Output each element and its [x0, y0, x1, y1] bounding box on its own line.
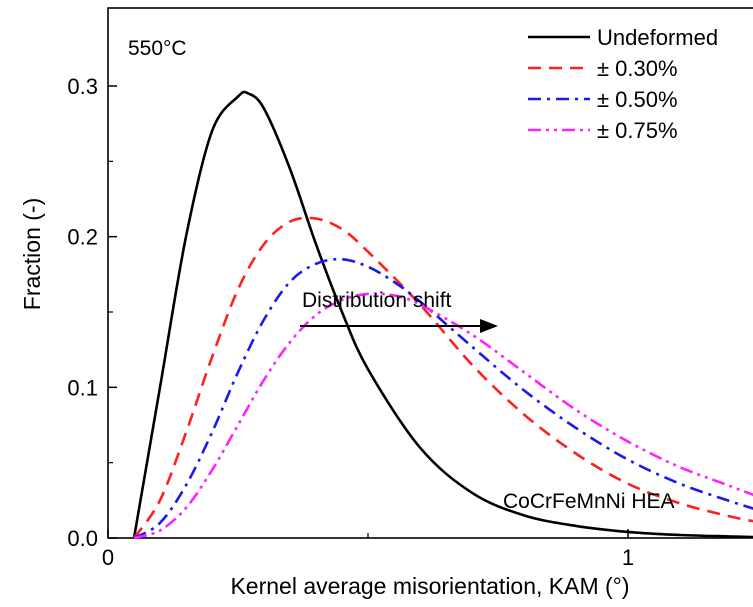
series-lines [132, 90, 753, 540]
temperature-label: 550°C [128, 37, 187, 60]
legend-label-4: ± 0.75% [597, 118, 678, 143]
legend: Undeformed ± 0.30% ± 0.50% ± 0.75% [528, 25, 718, 143]
series-line-3 [133, 257, 753, 540]
legend-label-3: ± 0.50% [597, 87, 678, 112]
shift-arrowhead [480, 319, 498, 333]
legend-label-1: Undeformed [597, 25, 718, 50]
y-tick-label: 0.0 [67, 526, 98, 551]
distribution-shift-label: Distribution shift [302, 289, 452, 312]
y-axis-title: Fraction (-) [19, 198, 45, 310]
series-line-2 [132, 216, 753, 539]
y-tick-label: 0.3 [67, 74, 98, 99]
x-axis-title: Kernel average misorientation, KAM (°) [230, 573, 629, 599]
x-axis-ticks: 012 [102, 529, 634, 570]
x-tick-label: 0 [102, 545, 114, 570]
y-tick-label: 0.1 [67, 375, 98, 400]
material-label: CoCrFeMnNi HEA [503, 490, 675, 513]
distribution-shift-arrow [300, 319, 498, 333]
y-tick-label: 0.2 [67, 225, 98, 250]
x-tick-label: 1 [622, 545, 634, 570]
series-line-1 [132, 90, 753, 539]
plot-frame [107, 7, 753, 539]
y-axis-ticks: 0.0 0.1 0.2 0.3 [67, 74, 117, 551]
legend-label-2: ± 0.30% [597, 56, 678, 81]
